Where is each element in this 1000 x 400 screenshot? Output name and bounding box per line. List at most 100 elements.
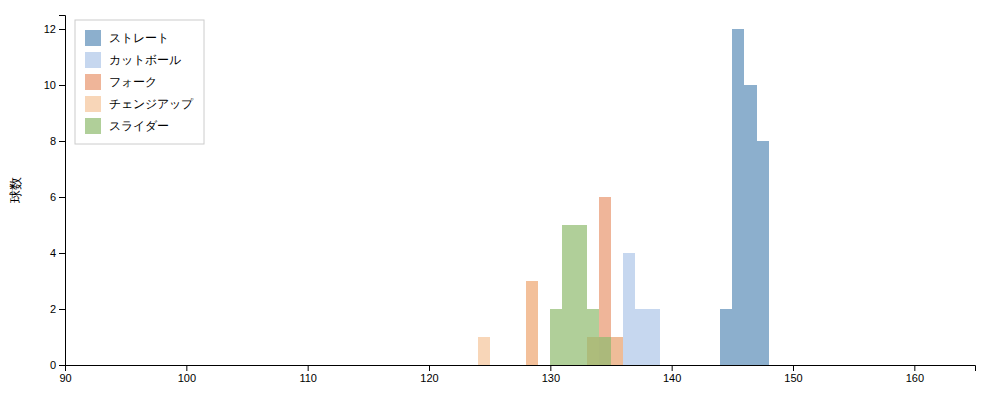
histogram-bar [926, 365, 938, 366]
legend: ストレートカットボールフォークチェンジアップスライダー [75, 20, 204, 144]
histogram-bar [805, 365, 817, 366]
histogram-bar [829, 365, 841, 366]
histogram-bar [65, 365, 77, 366]
histogram-bar [647, 309, 659, 365]
histogram-bar [963, 365, 975, 366]
histogram-bar [890, 365, 902, 366]
x-axis-tick: 90 [59, 365, 71, 384]
histogram-bar [405, 365, 417, 366]
histogram-bar [514, 365, 526, 366]
histogram-bar [562, 225, 574, 365]
histogram-bar [769, 365, 781, 366]
histogram-bar [914, 365, 926, 366]
histogram-bar [77, 365, 89, 366]
y-axis-title: 球数 [8, 177, 23, 203]
legend-label: フォーク [109, 75, 157, 89]
histogram-bar [308, 365, 320, 366]
histogram-bar [951, 365, 963, 366]
histogram-bar [732, 365, 744, 366]
histogram-bar [951, 365, 963, 366]
histogram-bar [308, 365, 320, 366]
histogram-bar [635, 365, 647, 366]
histogram-bar [672, 365, 684, 366]
y-axis-tick: 4 [50, 247, 65, 259]
histogram-bar [635, 309, 647, 365]
histogram-bar [926, 365, 938, 366]
tick-mark [550, 365, 551, 371]
histogram-bar [223, 365, 235, 366]
histogram-bar [696, 365, 708, 366]
histogram-bar [429, 365, 441, 366]
histogram-bar [453, 365, 465, 366]
histogram-bar [781, 365, 793, 366]
histogram-bar [174, 365, 186, 366]
histogram-bar [138, 365, 150, 366]
histogram-bar [514, 365, 526, 366]
legend-label: スライダー [109, 119, 169, 133]
histogram-bar [708, 365, 720, 366]
histogram-bar [963, 365, 975, 366]
histogram-bar [368, 365, 380, 366]
histogram-bar [211, 365, 223, 366]
histogram-bar [890, 365, 902, 366]
histogram-bar [708, 365, 720, 366]
histogram-bar [635, 365, 647, 366]
histogram-bar [344, 365, 356, 366]
histogram-bar [126, 365, 138, 366]
histogram-bar [744, 365, 756, 366]
tick-mark [59, 141, 65, 142]
histogram-bar [429, 365, 441, 366]
histogram-bar [89, 365, 101, 366]
histogram-bar [247, 365, 259, 366]
histogram-bar [453, 365, 465, 366]
histogram-bar [660, 365, 672, 366]
histogram-bar [744, 85, 756, 365]
histogram-bar [829, 365, 841, 366]
histogram-bar [878, 365, 890, 366]
legend-label: チェンジアップ [109, 97, 194, 111]
chart: 90100110120130140150160024681012球数ストレートカ… [0, 0, 1000, 400]
histogram-bar [393, 365, 405, 366]
histogram-bar [805, 365, 817, 366]
tick-label: 12 [44, 23, 56, 35]
histogram-bar [781, 365, 793, 366]
histogram-series [478, 281, 624, 365]
histogram-bar [660, 365, 672, 366]
histogram-bar [769, 365, 781, 366]
histogram-bar [356, 365, 368, 366]
histogram-bar [235, 365, 247, 366]
histogram-bar [89, 365, 101, 366]
histogram-bar [720, 365, 732, 366]
histogram-bar [162, 365, 174, 366]
histogram-bar [817, 365, 829, 366]
histogram-bar [393, 365, 405, 366]
histogram-bar [368, 365, 380, 366]
histogram-bar [757, 365, 769, 366]
histogram-bar [963, 365, 975, 366]
histogram-bar [829, 365, 841, 366]
histogram-bar [708, 365, 720, 366]
histogram-bar [939, 365, 951, 366]
histogram-bar [393, 365, 405, 366]
tick-mark [429, 365, 430, 371]
histogram-bar [89, 365, 101, 366]
histogram-bar [211, 365, 223, 366]
histogram-bar [89, 365, 101, 366]
histogram-bar [732, 365, 744, 366]
histogram-bar [320, 365, 332, 366]
histogram-bar [817, 365, 829, 366]
histogram-bar [599, 337, 611, 365]
histogram-bar [223, 365, 235, 366]
tick-label: 4 [50, 247, 56, 259]
histogram-bar [186, 365, 198, 366]
histogram-bar [441, 365, 453, 366]
histogram-bar [296, 365, 308, 366]
histogram-bar [429, 365, 441, 366]
histogram-bar [781, 365, 793, 366]
histogram-bar [490, 365, 502, 366]
histogram-bar [247, 365, 259, 366]
histogram-bar [101, 365, 113, 366]
histogram-bar [308, 365, 320, 366]
histogram-bar [526, 365, 538, 366]
histogram-bar [186, 365, 198, 366]
